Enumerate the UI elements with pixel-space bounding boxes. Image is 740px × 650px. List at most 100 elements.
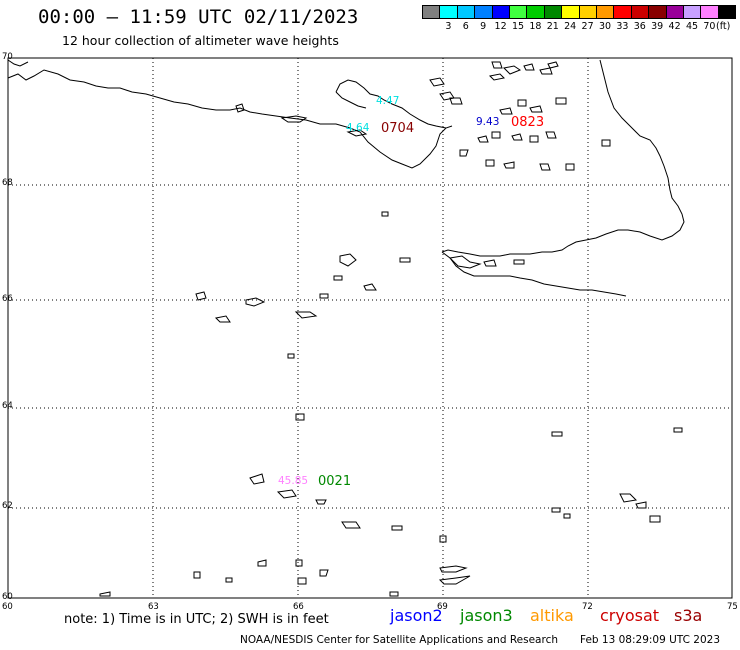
colorbar-swatch-8 bbox=[561, 5, 580, 19]
island-cluster-19 bbox=[439, 535, 447, 543]
islet-v bbox=[459, 149, 469, 157]
peninsula-yamal bbox=[335, 79, 447, 129]
island-cluster-2 bbox=[333, 275, 343, 281]
colorbar-swatch-2 bbox=[456, 5, 476, 19]
island-cluster-20 bbox=[551, 507, 561, 513]
generation-timestamp: Feb 13 08:29:09 UTC 2023 bbox=[580, 634, 720, 646]
islet-n bbox=[517, 99, 527, 107]
island-cluster-32 bbox=[438, 575, 471, 585]
swh-label-4: 45.85 bbox=[278, 475, 309, 487]
lon-label-75: 75 bbox=[727, 602, 738, 612]
lat-gridlines bbox=[8, 184, 732, 509]
colorbar-label-36: 36 bbox=[633, 21, 646, 32]
island-cluster-23 bbox=[635, 501, 647, 509]
colorbar-label-70: 70 bbox=[703, 21, 716, 32]
islet-d bbox=[429, 77, 445, 87]
pass-time-label-3: 0021 bbox=[318, 474, 352, 489]
islet-r bbox=[491, 131, 501, 139]
islet-z bbox=[565, 163, 575, 171]
island-cluster-8 bbox=[294, 311, 318, 319]
island-cluster-25 bbox=[257, 559, 267, 567]
colorbar-swatch-7 bbox=[543, 5, 563, 19]
islet-q bbox=[477, 135, 489, 143]
islet-j bbox=[523, 63, 535, 71]
island-cluster-4 bbox=[399, 257, 411, 263]
island-cluster-33 bbox=[99, 591, 111, 597]
island-cluster-31 bbox=[439, 565, 468, 573]
island-cluster-24 bbox=[649, 515, 661, 523]
lat-label-68: 68 bbox=[2, 178, 13, 188]
pass-time-label-2: 0823 bbox=[511, 115, 545, 130]
swh-label-1: 4.47 bbox=[376, 95, 400, 107]
island-cluster-13 bbox=[673, 427, 683, 433]
islet-u bbox=[545, 131, 557, 139]
footer-note: note: 1) Time is in UTC; 2) SWH is in fe… bbox=[64, 612, 329, 627]
legend-altika: altika bbox=[530, 606, 574, 625]
colorbar-swatch-12 bbox=[630, 5, 650, 19]
colorbar-label-15: 15 bbox=[511, 21, 525, 32]
islet-y bbox=[539, 163, 551, 171]
legend-s3a: s3a bbox=[674, 606, 703, 625]
colorbar-label-45: 45 bbox=[685, 21, 699, 32]
island-cluster-1 bbox=[339, 253, 357, 267]
islet-g bbox=[491, 61, 503, 69]
lon-label-72: 72 bbox=[582, 602, 593, 612]
islet-m bbox=[499, 107, 513, 115]
swh-label-3: 9.43 bbox=[476, 116, 500, 128]
colorbar-label-33: 33 bbox=[616, 21, 629, 32]
colorbar-label-18: 18 bbox=[529, 21, 542, 32]
islet-c bbox=[346, 129, 368, 137]
yamal-coast-east bbox=[335, 91, 367, 109]
islet-e bbox=[439, 91, 455, 101]
islet-f bbox=[449, 97, 463, 105]
island-cluster-14 bbox=[249, 473, 265, 485]
colorbar-label-30: 30 bbox=[598, 21, 612, 32]
island-cluster-6 bbox=[195, 291, 207, 301]
colorbar-swatch-9 bbox=[578, 5, 597, 19]
colorbar-label-27: 27 bbox=[581, 21, 594, 32]
colorbar-label-39: 39 bbox=[651, 21, 664, 32]
map-subtitle: 12 hour collection of altimeter wave hei… bbox=[62, 33, 339, 48]
colorbar-swatch-6 bbox=[526, 5, 545, 19]
islet-w bbox=[485, 159, 495, 167]
lat-label-62: 62 bbox=[2, 501, 13, 511]
colorbar-label-21: 21 bbox=[546, 21, 559, 32]
lon-label-63: 63 bbox=[148, 602, 159, 612]
colorbar-unit: (ft) bbox=[716, 21, 731, 32]
lat-label-70: 70 bbox=[2, 52, 13, 62]
gydan-coast bbox=[441, 59, 685, 257]
islet-h bbox=[502, 65, 522, 75]
island-cluster-28 bbox=[225, 577, 233, 583]
islet-x bbox=[503, 161, 515, 169]
island-cluster-22 bbox=[619, 493, 638, 503]
colorbar-swatch-4 bbox=[491, 5, 510, 19]
islet-i bbox=[488, 73, 506, 81]
colorbar-label-12: 12 bbox=[494, 21, 507, 32]
island-cluster-18 bbox=[391, 525, 403, 531]
island-cluster-3 bbox=[363, 283, 377, 291]
colorbar-label-3: 3 bbox=[445, 21, 452, 32]
islet-p bbox=[555, 97, 567, 105]
island-cluster-35 bbox=[448, 255, 482, 269]
lon-label-66: 66 bbox=[293, 602, 304, 612]
gydan-bay-south bbox=[441, 251, 627, 297]
islet-ab bbox=[381, 211, 389, 217]
legend-jason2: jason2 bbox=[390, 606, 443, 625]
island-cluster-30 bbox=[319, 569, 329, 577]
islet-k bbox=[539, 67, 553, 75]
island-cluster-34 bbox=[389, 591, 399, 597]
islet-t bbox=[529, 135, 539, 143]
colorbar-swatch-1 bbox=[439, 5, 458, 19]
colorbar-swatch-17 bbox=[717, 5, 737, 19]
lon-label-69: 69 bbox=[437, 602, 448, 612]
colorbar-label-42: 42 bbox=[668, 21, 681, 32]
colorbar-swatch-3 bbox=[474, 5, 493, 19]
islet-o bbox=[529, 105, 543, 113]
island-cluster-29 bbox=[297, 577, 307, 585]
swh-label-2: 4.64 bbox=[346, 122, 370, 134]
island-cluster-10 bbox=[287, 353, 295, 359]
islet-s bbox=[511, 133, 523, 141]
island-cluster-16 bbox=[315, 499, 327, 505]
lat-label-60: 60 bbox=[2, 592, 13, 602]
